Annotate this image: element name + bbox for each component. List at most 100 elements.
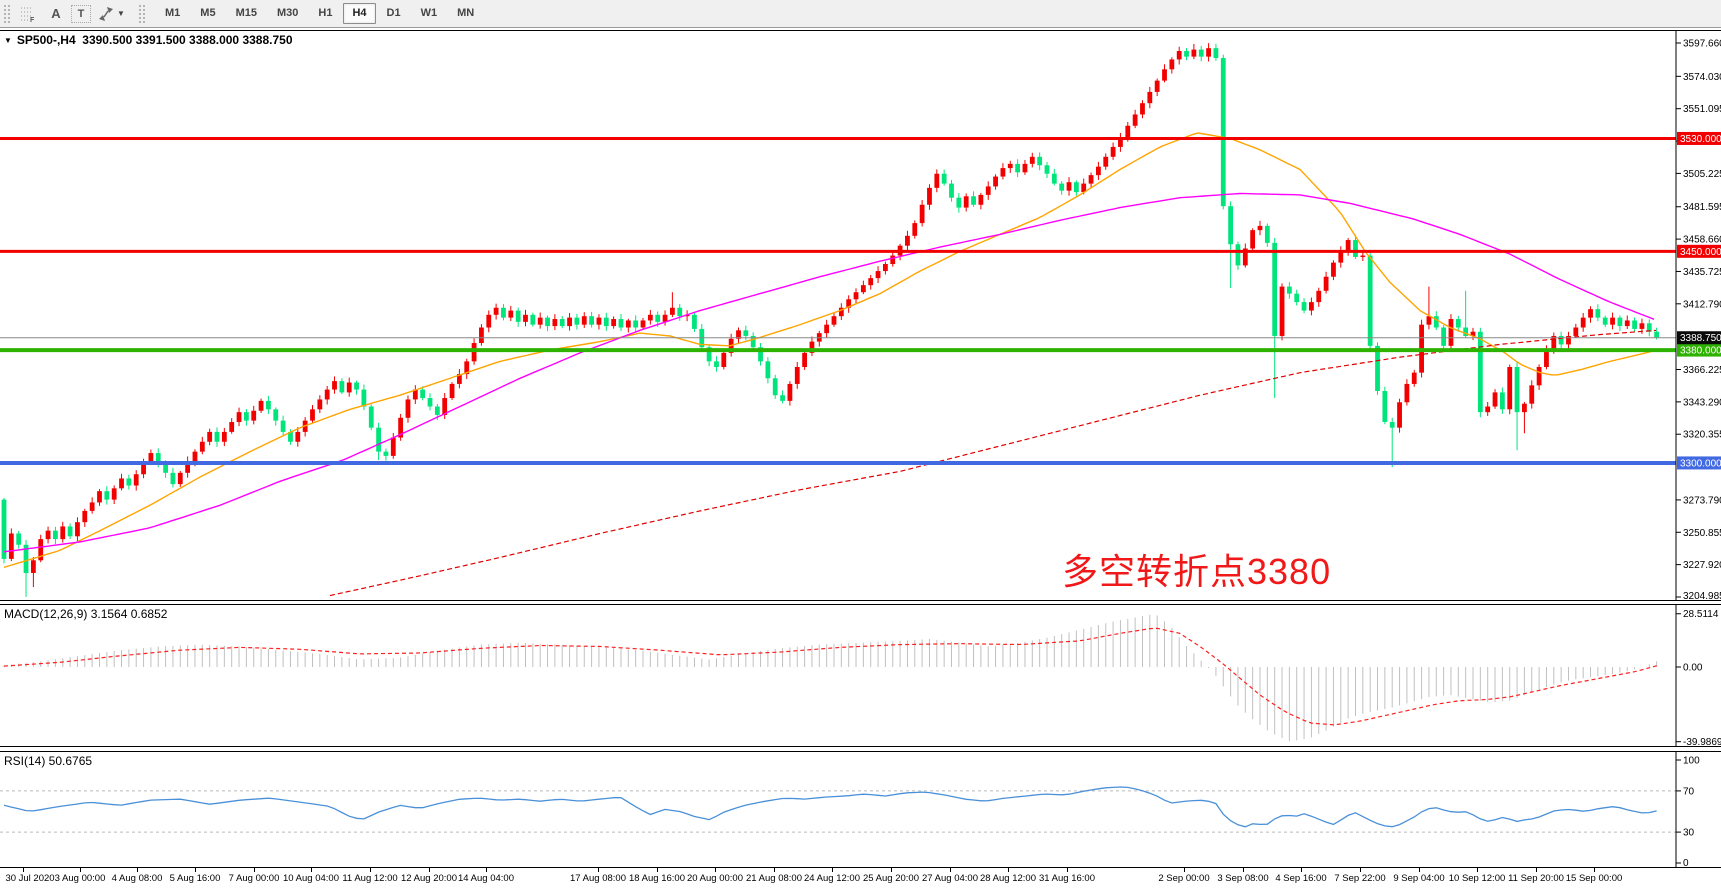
price-badge: 3450.000: [1677, 244, 1721, 258]
candle-body: [185, 461, 191, 473]
candle-body: [221, 431, 227, 442]
toolbar-grip-2[interactable]: [138, 3, 146, 24]
candle-body: [163, 462, 168, 473]
candle-body: [1316, 290, 1322, 303]
time-axis-label: 12 Aug 20:00: [401, 873, 457, 884]
candle-body: [633, 320, 639, 328]
candle-body: [288, 431, 293, 442]
macd-label: MACD(12,26,9) 3.1564 0.6852: [4, 607, 168, 621]
time-axis-label: 11 Aug 12:00: [342, 873, 398, 884]
cursor-arrows-icon[interactable]: ▼: [93, 2, 129, 26]
time-axis-label: 7 Aug 00:00: [228, 873, 280, 884]
candle-body: [1110, 146, 1116, 157]
candle-body: [1448, 319, 1454, 346]
candle-body: [515, 310, 521, 322]
candle-body: [765, 361, 771, 379]
candle-body: [1595, 309, 1601, 318]
candle-body: [1551, 335, 1557, 351]
candle-body: [552, 319, 558, 327]
axis-tick-label: 0.00: [1683, 663, 1703, 674]
time-axis-label: 27 Aug 04:00: [922, 873, 978, 884]
candle-body: [787, 383, 793, 401]
candle-body: [1514, 367, 1520, 413]
timeframe-button-MN[interactable]: MN: [457, 7, 475, 19]
time-tick: [486, 868, 487, 872]
arrows-dropdown-caret[interactable]: ▼: [117, 9, 125, 18]
candle-body: [324, 389, 330, 400]
candle-body: [236, 412, 242, 423]
timeframe-button-M30[interactable]: M30: [276, 7, 299, 19]
timeframe-button-H1[interactable]: H1: [318, 7, 333, 19]
candle-body: [1007, 163, 1013, 169]
candle-body: [1220, 58, 1226, 207]
rsi-line[interactable]: [3, 786, 1657, 828]
candle-body: [1639, 323, 1645, 329]
time-axis-label: 9 Sep 04:00: [1393, 873, 1445, 884]
candle-body: [1624, 320, 1630, 327]
candle-body: [75, 522, 80, 537]
rsi-panel[interactable]: RSI(14) 50.6765 100 70 30 0: [0, 751, 1721, 868]
candle-body: [243, 412, 249, 421]
candle-body: [456, 374, 462, 384]
ma-slow-red[interactable]: [329, 329, 1657, 597]
svg-text:3450.000: 3450.000: [1680, 247, 1721, 258]
rsi-canvas[interactable]: 100 70 30 0: [0, 752, 1721, 867]
timeframe-button-W1[interactable]: W1: [420, 7, 438, 19]
candle-body: [1073, 182, 1079, 193]
candle-body: [1485, 406, 1491, 413]
timeframe-button-H4[interactable]: H4: [343, 3, 376, 24]
candle-body: [97, 491, 102, 503]
macd-canvas[interactable]: 28.5114 0.00 -39.9869: [0, 605, 1721, 746]
candle-body: [846, 299, 852, 308]
candle-body: [596, 317, 602, 325]
timeframe-button-M1[interactable]: M1: [165, 7, 181, 19]
time-tick: [1301, 868, 1302, 872]
candle-body: [1264, 225, 1270, 243]
macd-panel[interactable]: MACD(12,26,9) 3.1564 0.6852 28.5114 0.00 -…: [0, 604, 1721, 747]
candle-body: [493, 307, 499, 315]
candle-body: [1154, 80, 1160, 92]
price-badge: 3388.750: [1677, 331, 1721, 345]
timeframe-button-M5[interactable]: M5: [200, 7, 216, 19]
grid-f-icon[interactable]: F: [15, 2, 41, 26]
time-axis[interactable]: 30 Jul 2020 3 Aug 00:00 4 Aug 08:00 5 Aug 1…: [0, 868, 1721, 888]
time-tick: [832, 868, 833, 872]
price-badge: 3530.000: [1677, 131, 1721, 145]
macd-signal-line[interactable]: [3, 627, 1657, 726]
main-chart-canvas[interactable]: 3597.6603574.0303551.0953528.1603505.225…: [0, 31, 1721, 600]
candle-body: [1654, 331, 1660, 338]
ma-fast-orange[interactable]: [3, 132, 1655, 568]
timeframe-button-M15[interactable]: M15: [235, 7, 257, 19]
candle-body: [1536, 367, 1542, 386]
candle-body: [1257, 225, 1263, 231]
symbol-dropdown-icon[interactable]: ▼: [4, 35, 12, 45]
ma-mid-magenta[interactable]: [3, 192, 1655, 553]
main-chart-panel[interactable]: ▼ SP500-,H4 3390.500 3391.500 3388.000 3…: [0, 30, 1721, 601]
candle-body: [655, 314, 661, 322]
candle-body: [1375, 345, 1380, 391]
candles[interactable]: [1, 43, 1660, 597]
candle-body: [853, 292, 859, 300]
candle-body: [346, 382, 352, 393]
candle-body: [1588, 309, 1593, 318]
candle-body: [361, 389, 367, 407]
candle-body: [919, 204, 925, 224]
axis-tick-label: 3273.790: [1683, 495, 1721, 506]
time-tick: [1184, 868, 1185, 872]
text-box-icon[interactable]: T: [71, 4, 91, 23]
svg-text:F: F: [30, 17, 35, 22]
candle-body: [949, 183, 954, 198]
candle-body: [1103, 156, 1109, 167]
annotation-text[interactable]: 多空转折点3380: [1062, 551, 1332, 592]
candle-body: [868, 278, 874, 286]
toolbar-grip[interactable]: [3, 3, 11, 24]
timeframe-button-D1[interactable]: D1: [386, 7, 401, 19]
font-a-icon[interactable]: A: [51, 6, 61, 21]
time-tick: [1243, 868, 1244, 872]
candle-body: [1433, 316, 1439, 328]
candle-body: [875, 271, 881, 279]
candle-body: [1286, 286, 1292, 294]
time-tick: [1067, 868, 1068, 872]
candle-body: [1051, 173, 1057, 184]
candle-body: [1507, 367, 1513, 410]
